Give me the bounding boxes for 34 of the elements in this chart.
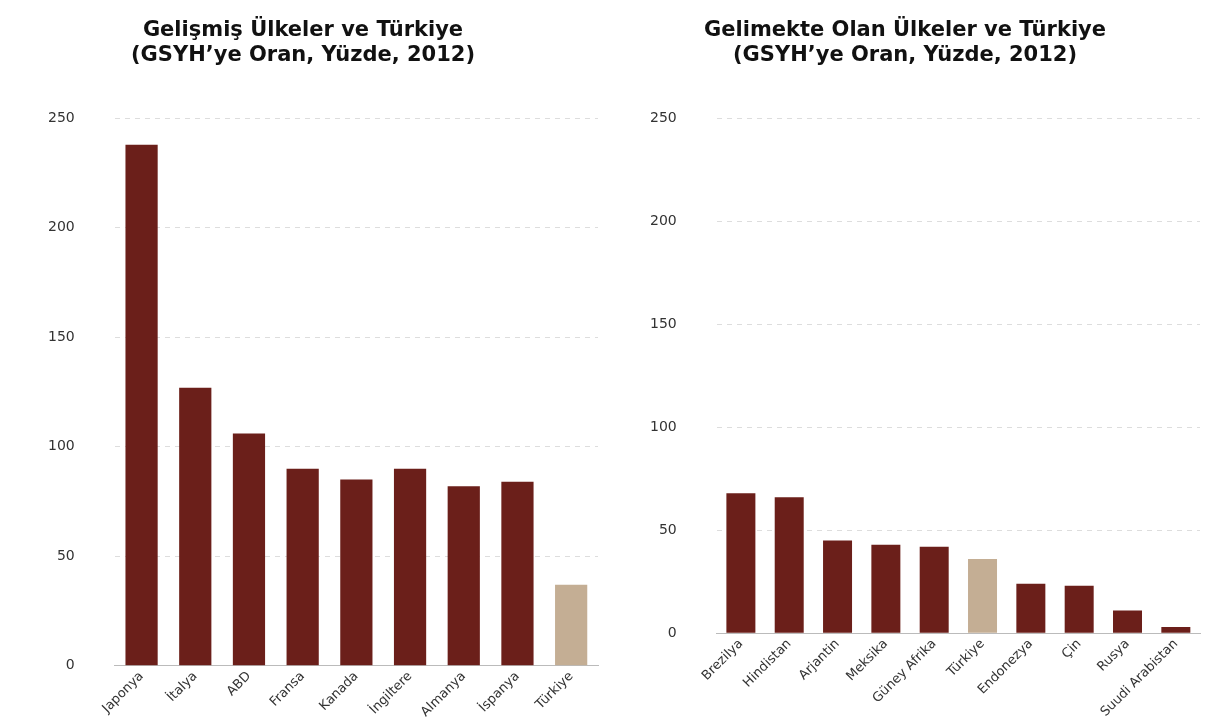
bar <box>447 486 480 666</box>
y-tick-label: 150 <box>47 327 75 344</box>
chart-title: Gelişmiş Ülkeler ve Türkiye (GSYH’ye Oran, Yüzde, 2012) <box>130 16 476 67</box>
y-tick-label: 150 <box>649 314 677 331</box>
chart-title: Gelimekte Olan Ülkeler ve Türkiye (GSYH’ye Oran, Yüzde, 2012) <box>703 16 1107 67</box>
y-tick-label: 200 <box>649 212 677 229</box>
bar <box>968 559 998 633</box>
bar <box>1161 627 1191 633</box>
bar <box>125 144 158 666</box>
y-tick-label: 250 <box>47 109 75 126</box>
x-tick-label: Çin <box>1058 635 1084 662</box>
y-tick-label: 200 <box>47 218 75 235</box>
bar <box>1064 585 1094 633</box>
bar <box>340 479 373 666</box>
bar <box>179 387 212 666</box>
bar <box>555 584 588 666</box>
y-tick-label: 50 <box>56 546 75 563</box>
y-tick-label: 50 <box>658 520 677 537</box>
bar <box>1113 610 1143 633</box>
bar <box>232 433 266 666</box>
bar <box>774 497 804 633</box>
y-tick-label: 100 <box>47 437 75 454</box>
bar <box>286 468 319 666</box>
y-tick-label: 0 <box>65 656 75 673</box>
bar <box>1016 583 1046 633</box>
bar <box>871 544 901 633</box>
bar <box>726 493 756 633</box>
y-tick-label: 0 <box>667 623 677 640</box>
bar <box>919 546 949 633</box>
bar <box>823 540 853 633</box>
bar <box>393 468 427 666</box>
bar <box>501 481 534 666</box>
y-tick-label: 250 <box>649 109 677 126</box>
y-tick-label: 100 <box>649 417 677 434</box>
